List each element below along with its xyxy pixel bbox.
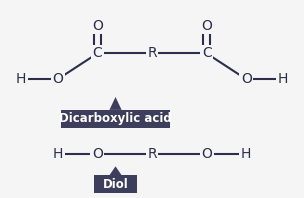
Text: O: O xyxy=(241,72,252,86)
Text: O: O xyxy=(92,19,103,33)
Text: O: O xyxy=(52,72,63,86)
Polygon shape xyxy=(109,166,122,175)
Text: C: C xyxy=(92,47,102,60)
Text: O: O xyxy=(92,148,103,161)
FancyBboxPatch shape xyxy=(61,110,170,128)
Text: H: H xyxy=(278,72,288,86)
FancyBboxPatch shape xyxy=(94,175,137,193)
Text: H: H xyxy=(53,148,63,161)
Text: Diol: Diol xyxy=(103,178,128,191)
Text: H: H xyxy=(241,148,251,161)
Text: H: H xyxy=(16,72,26,86)
Polygon shape xyxy=(109,97,122,110)
Text: C: C xyxy=(202,47,212,60)
Text: R: R xyxy=(147,47,157,60)
Text: Dicarboxylic acid: Dicarboxylic acid xyxy=(59,112,172,125)
Text: O: O xyxy=(201,19,212,33)
Text: R: R xyxy=(147,148,157,161)
Text: O: O xyxy=(201,148,212,161)
